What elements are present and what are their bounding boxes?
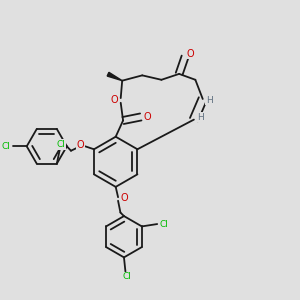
Text: Cl: Cl [122, 272, 131, 281]
Text: O: O [187, 49, 194, 59]
Polygon shape [107, 72, 122, 81]
Text: Cl: Cl [57, 140, 66, 149]
Text: H: H [197, 113, 204, 122]
Text: O: O [110, 95, 118, 105]
Text: O: O [120, 193, 128, 203]
Text: O: O [143, 112, 151, 122]
Text: O: O [76, 140, 84, 150]
Text: Cl: Cl [160, 220, 168, 229]
Text: H: H [206, 96, 213, 105]
Text: Cl: Cl [1, 142, 10, 151]
